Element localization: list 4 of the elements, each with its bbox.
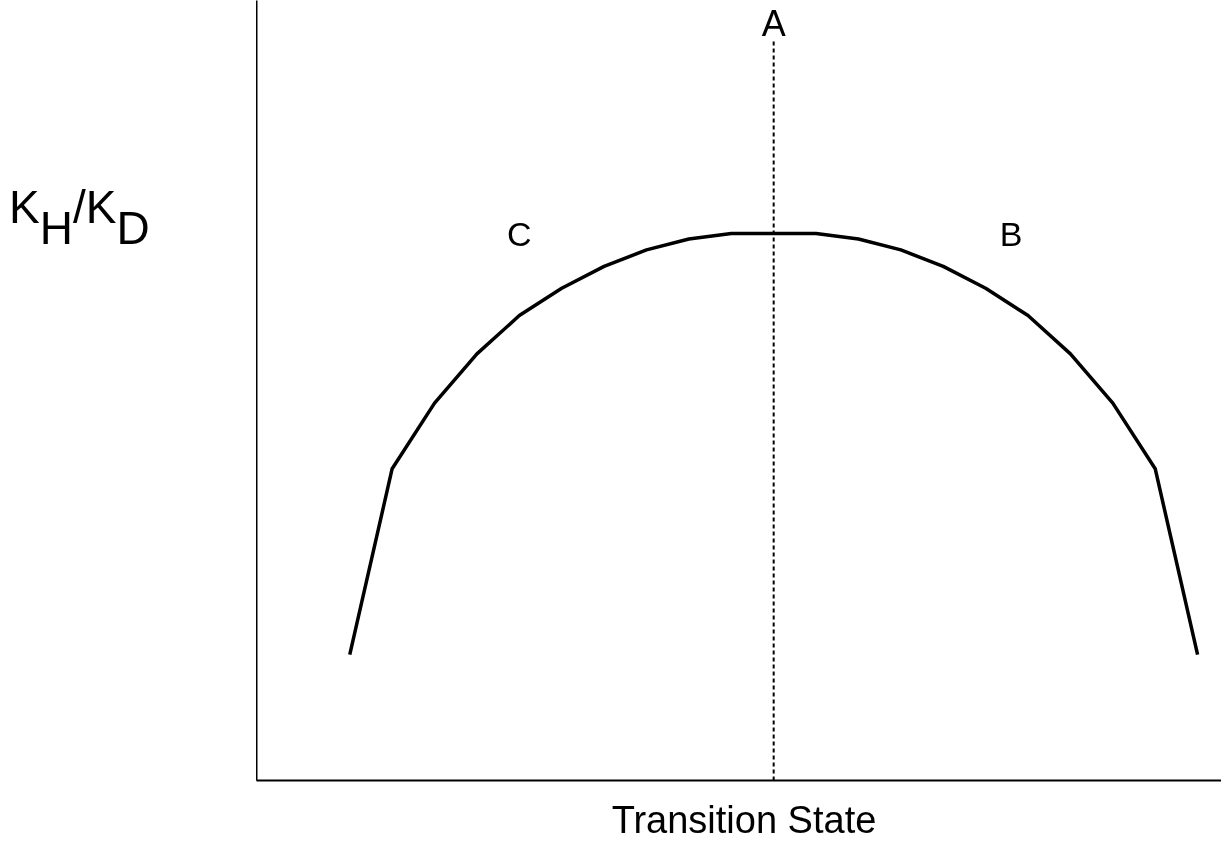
x-axis-title: Transition State [611, 798, 877, 841]
annotation: B [999, 214, 1023, 253]
annotation: C [507, 214, 532, 253]
text: A [761, 2, 786, 44]
